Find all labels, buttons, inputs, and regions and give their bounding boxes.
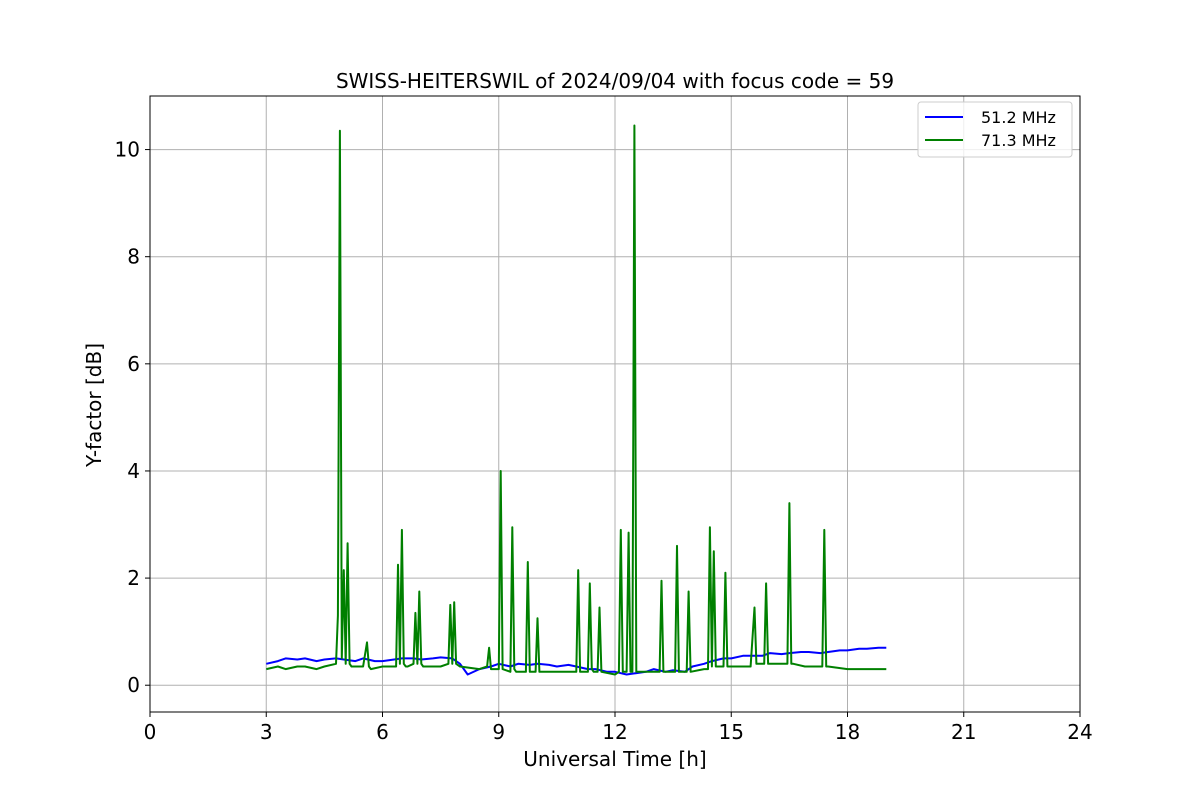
x-tick-label-18: 18 [835,720,860,744]
x-tick-label-0: 0 [144,720,157,744]
x-tick-label-3: 3 [260,720,273,744]
y-tick-label-2: 2 [127,566,140,590]
x-tick-label-6: 6 [376,720,389,744]
legend-box [917,101,1073,158]
series-line-71-3-mhz [266,124,887,676]
grid-lines [149,96,1081,712]
chart-title: SWISS-HEITERSWIL of 2024/09/04 with focu… [336,69,894,93]
y-tick-label-0: 0 [127,673,140,697]
series-group [266,124,887,676]
x-axis-label: Universal Time [h] [523,747,706,771]
legend-label-71-3-mhz: 71.3 MHz [981,131,1056,150]
x-tick-label-12: 12 [602,720,627,744]
x-axis-ticks: 0 3 6 9 12 15 18 21 24 [144,712,1093,744]
y-axis-label: Y-factor [dB] [82,343,106,468]
legend-label-51-2-mhz: 51.2 MHz [981,108,1056,127]
x-tick-label-21: 21 [951,720,976,744]
x-tick-label-15: 15 [719,720,744,744]
y-tick-label-4: 4 [127,459,140,483]
x-tick-label-24: 24 [1067,720,1092,744]
y-tick-label-10: 10 [115,138,140,162]
legend: 51.2 MHz 71.3 MHz [917,101,1073,158]
y-tick-label-6: 6 [127,352,140,376]
x-tick-label-9: 9 [492,720,505,744]
y-tick-label-8: 8 [127,245,140,269]
y-axis-ticks: 0 2 4 6 8 10 [115,138,150,697]
